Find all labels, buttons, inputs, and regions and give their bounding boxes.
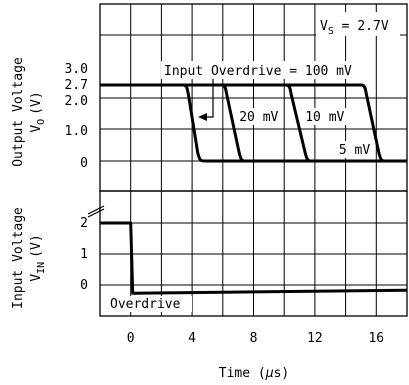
bottom-tick-label: 2: [80, 216, 88, 231]
top-tick-label: 1.0: [65, 124, 88, 139]
x-tick-label: 8: [250, 331, 258, 346]
top-ylabel-line1-group: Output Voltage: [11, 57, 26, 167]
top-ylabel-line1: Output Voltage: [11, 57, 26, 167]
vs-annotation: VS = 2.7V: [320, 19, 389, 37]
overdrive-title: Input Overdrive = 100 mV: [164, 64, 352, 79]
bottom-tick-label: 0: [80, 278, 88, 293]
x-axis-label: Time (μs): [219, 366, 289, 381]
output-trace-5-mv: [100, 83, 407, 163]
x-tick-label: 0: [127, 331, 135, 346]
bottom-ylabel-line1-group: Input Voltage: [11, 207, 26, 309]
overdrive-pointer-arrowhead: [198, 113, 207, 121]
series-label: 10 mV: [305, 110, 344, 125]
series-label-bg: [237, 108, 282, 125]
overdrive-title-bg: [161, 61, 347, 79]
x-tick-label: 12: [307, 331, 323, 346]
overdrive-label: Overdrive: [110, 297, 181, 312]
top-tick-label: 2.0: [65, 94, 88, 109]
output-traces: [100, 83, 407, 163]
vs-annotation-bg: [316, 12, 400, 36]
bottom-ylabel-line1: Input Voltage: [11, 207, 26, 309]
series-label: 20 mV: [239, 110, 278, 125]
series-label-bg: [303, 108, 348, 125]
bottom-tick-labels: 2 1 0: [80, 216, 88, 293]
x-tick-label: 4: [188, 331, 196, 346]
top-tick-labels: 3.02.72.0 1.0 0: [65, 62, 88, 171]
top-tick-label: 3.0: [65, 62, 88, 77]
x-tick-label: 16: [368, 331, 384, 346]
top-ylabel-line2: VO(V): [29, 91, 47, 132]
series-label-bg: [336, 141, 373, 158]
series-labels: 20 mV 10 mV 5 mV: [237, 108, 373, 158]
bottom-ylabel-line2-group: VIN(V): [29, 234, 47, 281]
axis-break-mark: [87, 205, 105, 218]
top-ylabel-line2-group: VO(V): [29, 91, 47, 132]
bottom-tick-label: 1: [80, 247, 88, 262]
bottom-ylabel-line2: VIN(V): [29, 234, 47, 281]
overdrive-label-bg: [108, 296, 192, 312]
input-trace: [100, 221, 408, 295]
top-tick-label: 2.7: [65, 78, 88, 93]
x-tick-labels: 0 4 8 12 16: [127, 331, 384, 346]
series-label: 5 mV: [339, 143, 370, 158]
top-tick-label: 0: [80, 156, 88, 171]
